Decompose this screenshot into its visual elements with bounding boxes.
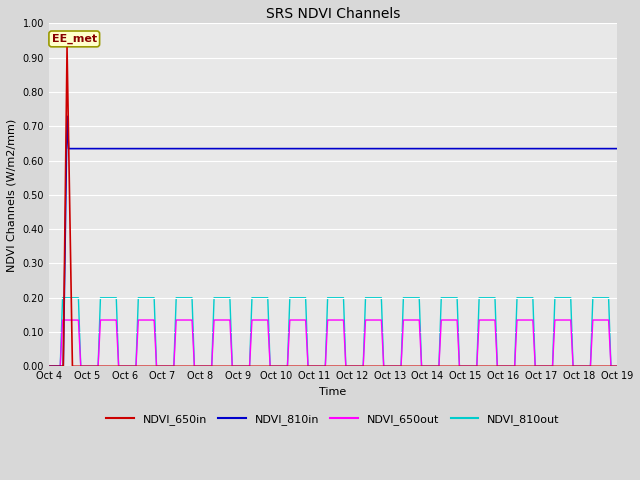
NDVI_810out — [161, 363, 168, 369]
NDVI_650out — [45, 363, 52, 369]
NDVI_810out — [611, 363, 619, 369]
Line: NDVI_650in: NDVI_650in — [49, 48, 617, 366]
NDVI_650in — [613, 363, 621, 369]
NDVI_810in — [613, 146, 621, 152]
NDVI_810out — [45, 363, 52, 369]
NDVI_810in — [166, 146, 174, 152]
Line: NDVI_810in: NDVI_810in — [49, 116, 617, 366]
NDVI_650out — [59, 317, 67, 323]
NDVI_810out — [492, 329, 500, 335]
NDVI_650out — [613, 363, 621, 369]
NDVI_650out — [492, 340, 500, 346]
NDVI_810in — [161, 146, 168, 152]
Title: SRS NDVI Channels: SRS NDVI Channels — [266, 7, 400, 21]
NDVI_810out — [613, 363, 621, 369]
NDVI_650in — [166, 363, 174, 369]
NDVI_650in — [45, 363, 52, 369]
Text: EE_met: EE_met — [52, 34, 97, 44]
NDVI_810out — [412, 295, 419, 300]
NDVI_650out — [611, 363, 619, 369]
NDVI_650out — [161, 363, 168, 369]
NDVI_650in — [412, 363, 419, 369]
NDVI_810in — [492, 146, 500, 152]
NDVI_810out — [166, 363, 174, 369]
NDVI_650in — [63, 45, 71, 50]
NDVI_650out — [412, 317, 419, 323]
NDVI_810in — [63, 113, 71, 119]
NDVI_650out — [166, 363, 174, 369]
NDVI_810out — [258, 295, 266, 300]
NDVI_810in — [412, 146, 419, 152]
NDVI_810in — [45, 363, 52, 369]
NDVI_810in — [258, 146, 266, 152]
Line: NDVI_810out: NDVI_810out — [49, 298, 617, 366]
NDVI_650out — [258, 317, 266, 323]
NDVI_650in — [258, 363, 266, 369]
X-axis label: Time: Time — [319, 387, 346, 396]
Legend: NDVI_650in, NDVI_810in, NDVI_650out, NDVI_810out: NDVI_650in, NDVI_810in, NDVI_650out, NDV… — [102, 409, 564, 429]
NDVI_650in — [611, 363, 619, 369]
NDVI_810out — [59, 295, 67, 300]
NDVI_650in — [492, 363, 500, 369]
NDVI_650in — [161, 363, 168, 369]
Line: NDVI_650out: NDVI_650out — [49, 320, 617, 366]
Y-axis label: NDVI Channels (W/m2/mm): NDVI Channels (W/m2/mm) — [7, 118, 17, 272]
NDVI_810in — [611, 146, 619, 152]
